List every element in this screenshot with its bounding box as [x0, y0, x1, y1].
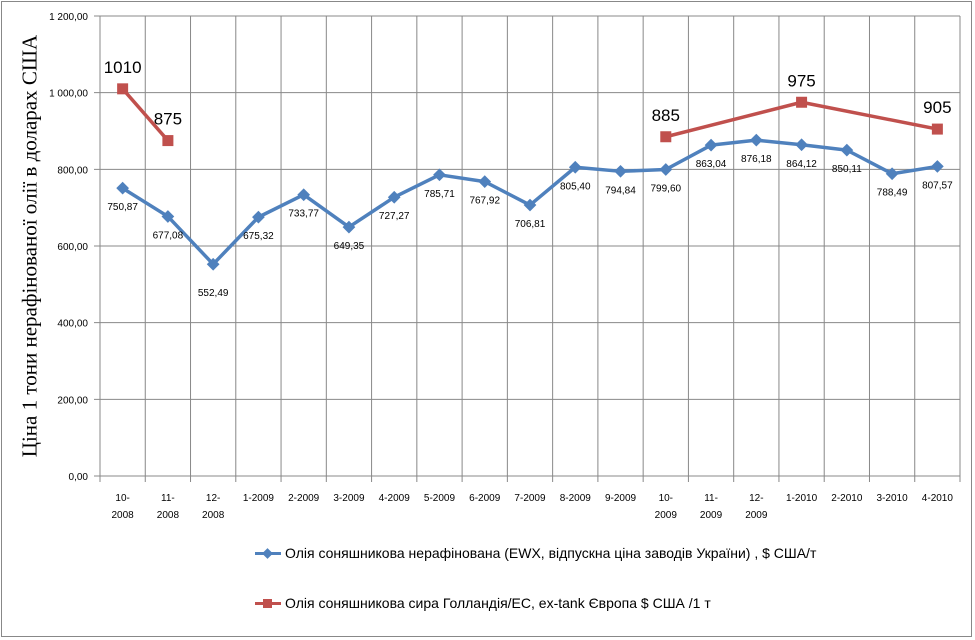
- x-tick-label: 11-: [161, 493, 175, 504]
- data-label: 975: [787, 71, 815, 90]
- data-point-diamond: [206, 257, 220, 271]
- x-tick-label: 8-2009: [560, 493, 592, 504]
- data-point-diamond: [161, 210, 175, 223]
- x-tick-label: 10-: [659, 493, 673, 504]
- legend-diamond-icon: [255, 547, 281, 559]
- x-tick-label: 5-2009: [424, 493, 456, 504]
- data-point-diamond: [342, 220, 356, 234]
- data-label: 727,27: [379, 211, 410, 222]
- series-line: [121, 87, 170, 142]
- data-label: 706,81: [515, 219, 546, 230]
- x-tick-label: 2009: [700, 510, 723, 521]
- legend-square-icon: [255, 598, 281, 608]
- x-tick-label: 2008: [157, 510, 180, 521]
- x-tick-label: 4-2010: [922, 493, 954, 504]
- y-tick-label: 200,00: [57, 395, 88, 406]
- data-label: 552,49: [198, 288, 229, 299]
- legend-item-ewx: Олія соняшникова нерафінована (EWX, відп…: [255, 545, 816, 561]
- data-label: 863,04: [696, 159, 727, 170]
- data-label: 885: [652, 106, 680, 125]
- data-label: 649,35: [334, 241, 365, 252]
- data-point-diamond: [749, 133, 763, 147]
- data-label: 677,08: [153, 230, 184, 241]
- data-point-diamond: [614, 164, 627, 178]
- data-label: 794,84: [605, 185, 636, 196]
- data-point-square: [796, 96, 808, 108]
- x-tick-label: 2009: [745, 510, 768, 521]
- data-point-diamond: [840, 143, 854, 157]
- data-label: 905: [923, 98, 951, 117]
- x-tick-label: 2-2009: [288, 493, 320, 504]
- data-label: 1010: [104, 58, 142, 77]
- y-axis-label: Ціна 1 тони нерафінованої олії в доларах…: [17, 34, 42, 458]
- y-tick-label: 1 200,00: [49, 12, 88, 23]
- data-point-diamond: [478, 175, 492, 188]
- data-point-diamond: [387, 190, 401, 204]
- x-tick-label: 1-2010: [786, 493, 818, 504]
- data-point-diamond: [931, 160, 944, 173]
- data-point-diamond: [116, 181, 129, 195]
- data-label: 788,49: [877, 188, 908, 199]
- data-label: 850,11: [832, 164, 862, 175]
- data-label: 876,18: [741, 154, 772, 165]
- data-label: 805,40: [560, 181, 591, 192]
- data-label: 875: [154, 110, 182, 129]
- data-label: 807,57: [922, 180, 953, 191]
- x-tick-label: 10-: [115, 493, 129, 504]
- x-tick-label: 2008: [202, 510, 225, 521]
- x-tick-label: 6-2009: [469, 493, 501, 504]
- x-tick-label: 3-2009: [333, 493, 365, 504]
- x-tick-label: 2008: [112, 510, 135, 521]
- y-tick-label: 400,00: [57, 319, 88, 330]
- data-point-diamond: [704, 138, 718, 152]
- x-tick-label: 12-: [749, 493, 763, 504]
- x-tick-label: 2-2010: [831, 493, 863, 504]
- x-tick-label: 12-: [206, 493, 220, 504]
- data-label: 864,12: [786, 159, 817, 170]
- data-point-square: [117, 83, 129, 95]
- x-tick-label: 11-: [704, 493, 718, 504]
- x-tick-label: 7-2009: [514, 493, 546, 504]
- data-point-diamond: [433, 168, 446, 182]
- data-label: 767,92: [469, 196, 500, 207]
- data-point-diamond: [297, 188, 311, 202]
- x-tick-label: 4-2009: [379, 493, 411, 504]
- data-label: 750,87: [107, 202, 138, 213]
- y-tick-label: 600,00: [57, 242, 88, 253]
- y-tick-label: 0,00: [69, 472, 89, 483]
- x-tick-label: 9-2009: [605, 493, 637, 504]
- y-tick-label: 800,00: [57, 165, 88, 176]
- data-point-diamond: [795, 138, 808, 152]
- data-point-diamond: [659, 163, 673, 176]
- legend-item-holland: Олія соняшникова сира Голландія/ЕС, ex-t…: [255, 595, 711, 611]
- legend-label: Олія соняшникова нерафінована (EWX, відп…: [285, 545, 817, 561]
- data-label: 785,71: [424, 189, 455, 200]
- data-point-diamond: [252, 210, 265, 224]
- legend-label: Олія соняшникова сира Голландія/ЕС, ex-t…: [285, 595, 711, 611]
- data-label: 675,32: [243, 231, 274, 242]
- x-tick-label: 2009: [655, 510, 678, 521]
- x-tick-label: 3-2010: [877, 493, 909, 504]
- data-point-square: [931, 123, 943, 135]
- y-tick-label: 1 000,00: [49, 89, 88, 100]
- data-point-square: [660, 131, 672, 143]
- data-label: 799,60: [650, 183, 681, 194]
- x-tick-label: 1-2009: [243, 493, 275, 504]
- data-point-square: [162, 135, 174, 147]
- data-label: 733,77: [288, 209, 319, 220]
